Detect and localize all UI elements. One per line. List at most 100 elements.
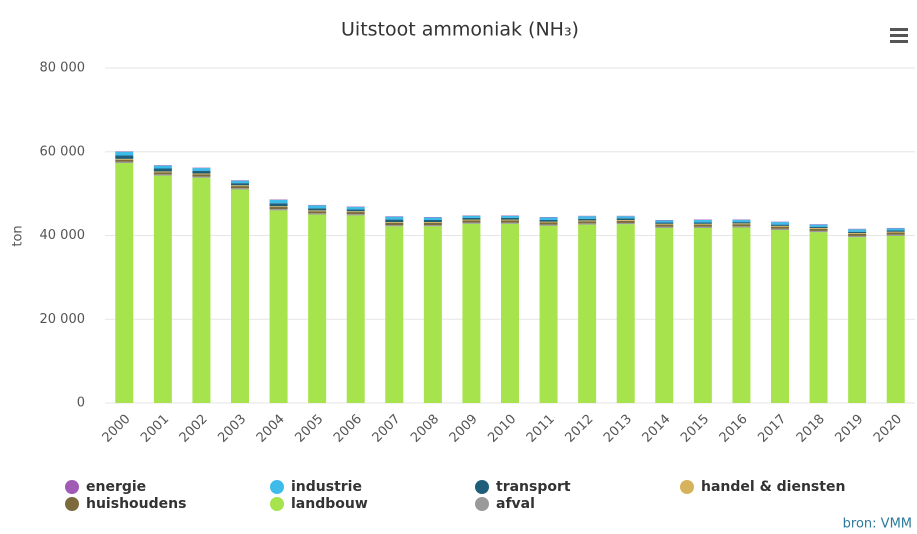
bar-segment	[192, 171, 211, 174]
legend-marker	[270, 497, 284, 511]
bar-segment	[886, 232, 905, 235]
bar-segment	[462, 217, 481, 220]
bar-segment	[269, 206, 288, 208]
bar-segment	[346, 214, 365, 216]
bar-segment	[308, 214, 327, 403]
bar-segment	[848, 235, 867, 238]
chart-title: Uitstoot ammoniak (NH₃)	[341, 19, 579, 41]
bar-segment	[231, 180, 249, 184]
bar-segment	[886, 230, 905, 232]
bar-segment	[809, 228, 828, 231]
bar-segment	[385, 226, 404, 403]
bar-segment	[886, 234, 905, 236]
bar-segment	[423, 225, 442, 227]
bar-segment	[655, 223, 674, 225]
legend-marker	[475, 497, 489, 511]
bar-segment	[385, 219, 404, 223]
bar-segment	[539, 221, 558, 223]
bar-segment	[848, 232, 867, 234]
bar-segment	[771, 225, 789, 227]
menu-bar	[890, 28, 908, 31]
bar-segment	[423, 222, 442, 223]
x-tick-label: 2017	[755, 412, 789, 446]
legend-label: industrie	[291, 479, 362, 495]
bar-segment	[539, 225, 558, 403]
bar-segment	[771, 230, 789, 403]
legend-label: huishoudens	[86, 496, 186, 512]
bar-segment	[153, 168, 172, 172]
bar-segment	[578, 223, 597, 225]
x-tick-label: 2015	[678, 412, 712, 446]
x-tick-label: 2019	[832, 412, 866, 446]
y-tick-label: 60 000	[40, 144, 86, 159]
bar-segment	[153, 174, 172, 176]
legend-label: energie	[86, 479, 146, 495]
bar-segment	[578, 221, 597, 224]
bar-segment	[269, 199, 288, 204]
y-tick-label: 80 000	[40, 61, 86, 76]
bar-segment	[539, 222, 558, 225]
menu-icon[interactable]	[890, 28, 908, 43]
bar-segment	[308, 213, 327, 215]
x-tick-label: 2000	[100, 412, 134, 446]
bar-segment	[771, 228, 789, 231]
bar-segment	[501, 219, 519, 221]
bar-segment	[115, 155, 134, 159]
bar-segment	[693, 220, 712, 223]
source: bron: VMM	[843, 517, 912, 532]
bar-segment	[693, 224, 712, 227]
bar-segment	[269, 207, 288, 210]
x-tick-label: 2004	[254, 412, 288, 446]
bar-segment	[153, 165, 172, 169]
y-tick-label: 20 000	[40, 312, 86, 327]
bar-segment	[732, 220, 751, 223]
bar-segment	[578, 216, 597, 219]
bar-segment	[231, 185, 249, 187]
bar-segment	[462, 215, 481, 218]
bar-segment	[115, 151, 134, 156]
bar-segment	[192, 177, 211, 403]
bar-segment	[732, 223, 751, 225]
legend-label: afval	[496, 496, 535, 512]
x-tick-label: 2006	[331, 412, 365, 446]
bar-segment	[732, 224, 751, 227]
bar-segment	[886, 228, 905, 231]
bar-segment	[539, 220, 558, 222]
x-tick-label: 2008	[408, 412, 442, 446]
bar-segment	[462, 220, 481, 223]
bar-segment	[616, 216, 635, 219]
bar-segment	[501, 223, 519, 403]
bar-segment	[732, 222, 751, 224]
bar-segment	[616, 220, 635, 223]
bar-segment	[269, 210, 288, 403]
bar-segment	[231, 186, 249, 189]
bar-segment	[192, 173, 211, 175]
bar-segment	[539, 224, 558, 226]
x-tick-label: 2001	[138, 412, 172, 446]
bar-segment	[385, 222, 404, 223]
bar-segment	[886, 231, 905, 233]
legend-marker	[475, 480, 489, 494]
bar-segment	[115, 163, 134, 403]
bar-segment	[192, 168, 211, 172]
bar-segment	[115, 158, 134, 160]
bar-segment	[501, 220, 519, 223]
x-tick-label: 2011	[524, 412, 558, 446]
bar-segment	[655, 224, 674, 227]
bar-segment	[423, 220, 442, 223]
bar-segment	[809, 227, 828, 229]
bar-segment	[771, 224, 789, 226]
x-tick-label: 2003	[215, 412, 249, 446]
y-tick-label: 0	[77, 396, 85, 411]
bar-segment	[848, 237, 867, 403]
x-tick-label: 2005	[292, 412, 326, 446]
bar-segment	[308, 211, 327, 214]
legend-marker	[680, 480, 694, 494]
bar-segment	[115, 161, 134, 164]
bar-segment	[848, 233, 867, 236]
bar-segment	[308, 205, 327, 209]
bar-segment	[655, 222, 674, 224]
legend-label: transport	[496, 479, 571, 495]
bar-segment	[346, 207, 365, 210]
legend-marker	[65, 480, 79, 494]
